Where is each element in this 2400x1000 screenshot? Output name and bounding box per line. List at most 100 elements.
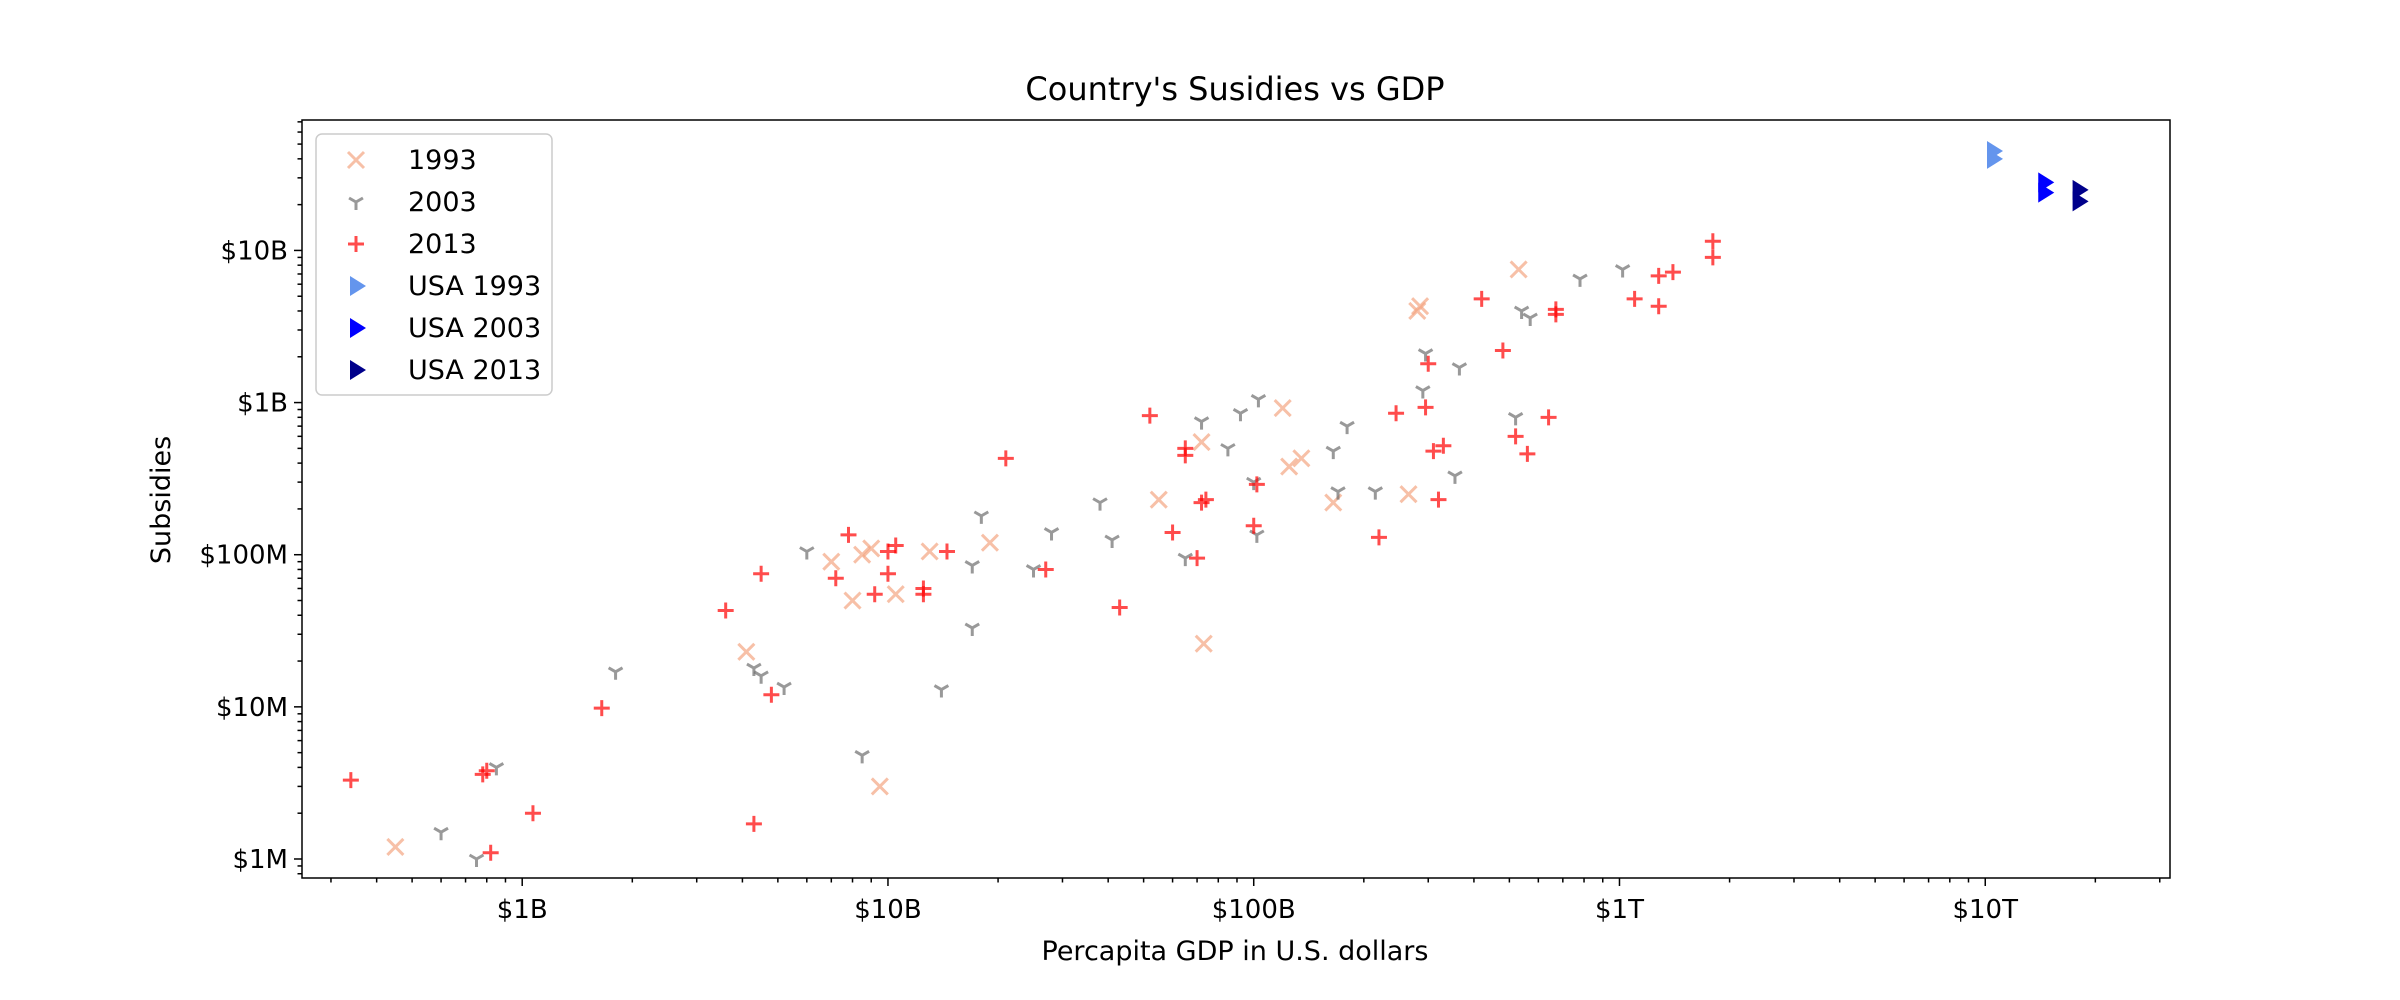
data-point <box>1280 457 1299 476</box>
data-point <box>1430 491 1447 508</box>
data-point <box>776 681 792 696</box>
data-point <box>886 585 905 604</box>
legend: 1993 2003 2013 USA 1993 USA 2003 USA 2013 <box>315 133 553 396</box>
data-point <box>1220 443 1236 457</box>
data-point <box>1292 449 1311 468</box>
data-point <box>1650 298 1667 315</box>
legend-marker <box>350 318 366 338</box>
data-point <box>915 580 932 597</box>
data-point <box>1141 407 1158 424</box>
data-point <box>1494 342 1511 359</box>
legend-item: 2013 <box>348 229 477 260</box>
legend-label: USA 2013 <box>408 355 541 386</box>
data-point <box>1425 443 1442 460</box>
data-point <box>1248 476 1265 493</box>
data-point <box>1704 233 1721 250</box>
data-point <box>1192 433 1211 452</box>
legend-label: 1993 <box>408 145 477 176</box>
data-point <box>1415 385 1431 399</box>
legend-label: 2013 <box>408 229 477 260</box>
y-axis-label: Subsidies <box>146 436 177 564</box>
data-point <box>2038 172 2055 193</box>
data-point <box>866 586 883 603</box>
data-point <box>1399 485 1418 504</box>
data-point <box>973 510 990 524</box>
data-point <box>920 542 939 561</box>
x-axis-label: Percapita GDP in U.S. dollars <box>1042 936 1429 967</box>
legend-label: USA 2003 <box>408 313 541 344</box>
data-point <box>607 666 624 680</box>
data-point <box>763 686 780 703</box>
data-point <box>822 552 841 571</box>
y-tick-label: $100M <box>199 541 288 571</box>
data-point <box>1177 552 1193 567</box>
legend-item: USA 1993 <box>350 271 541 302</box>
data-point <box>1417 399 1434 416</box>
data-point <box>753 670 769 684</box>
data-point <box>1197 491 1214 508</box>
data-point <box>1388 405 1405 422</box>
data-point <box>386 837 405 857</box>
data-point <box>342 772 359 789</box>
data-marks <box>342 141 2089 867</box>
legend-marker <box>346 150 366 170</box>
data-point <box>1249 529 1265 543</box>
data-point <box>1111 599 1128 616</box>
data-point <box>870 777 889 796</box>
y-axis: $1M $10M $100M $1B $10B <box>199 121 302 875</box>
legend-item: USA 2013 <box>350 355 541 386</box>
legend-item: USA 2003 <box>350 313 541 344</box>
data-point <box>853 545 872 564</box>
data-point <box>938 543 955 560</box>
y-tick-label: $10M <box>216 693 288 723</box>
data-point <box>474 766 491 783</box>
x-tick-label: $1B <box>497 895 548 925</box>
x-tick-label: $100B <box>1212 895 1296 925</box>
data-point <box>433 826 449 841</box>
plot-area <box>301 119 2171 879</box>
legend-item: 1993 <box>346 145 477 176</box>
data-point <box>468 853 485 867</box>
x-tick-label: $10T <box>1952 895 2018 925</box>
data-point <box>488 762 505 776</box>
data-point <box>933 684 950 698</box>
data-point <box>1435 437 1452 454</box>
data-point <box>854 750 870 764</box>
data-point <box>1451 362 1468 376</box>
data-point <box>1104 534 1120 548</box>
data-point <box>1245 517 1262 534</box>
data-point <box>1417 348 1434 362</box>
data-point <box>1986 141 2003 162</box>
data-point <box>1513 305 1530 319</box>
data-point <box>1614 264 1631 278</box>
data-point <box>997 450 1014 467</box>
data-point <box>799 546 815 560</box>
data-point <box>737 642 756 661</box>
data-point <box>1232 408 1249 422</box>
chart-title: Country's Susidies vs GDP <box>1025 70 1444 108</box>
data-point <box>964 560 980 574</box>
legend-item: 2003 <box>348 187 477 218</box>
data-point <box>1194 634 1213 653</box>
data-point <box>1330 486 1346 500</box>
data-point <box>1664 264 1681 281</box>
data-point <box>1547 301 1564 318</box>
plot-frame <box>301 119 2171 879</box>
data-point <box>879 565 896 582</box>
data-point <box>524 805 541 822</box>
legend-marker <box>350 276 366 296</box>
legend-marker <box>348 236 364 252</box>
data-point <box>1164 524 1181 541</box>
legend-marker <box>350 360 366 380</box>
data-point <box>1420 355 1437 372</box>
data-point <box>1473 290 1490 307</box>
y-tick-label: $10B <box>221 236 288 266</box>
data-point <box>745 815 762 832</box>
data-point <box>746 662 762 677</box>
data-point <box>1507 428 1524 445</box>
data-point <box>1704 249 1721 266</box>
data-point <box>1572 273 1588 287</box>
data-point <box>1411 297 1430 316</box>
data-point <box>980 533 999 552</box>
y-tick-label: $1B <box>237 389 288 419</box>
